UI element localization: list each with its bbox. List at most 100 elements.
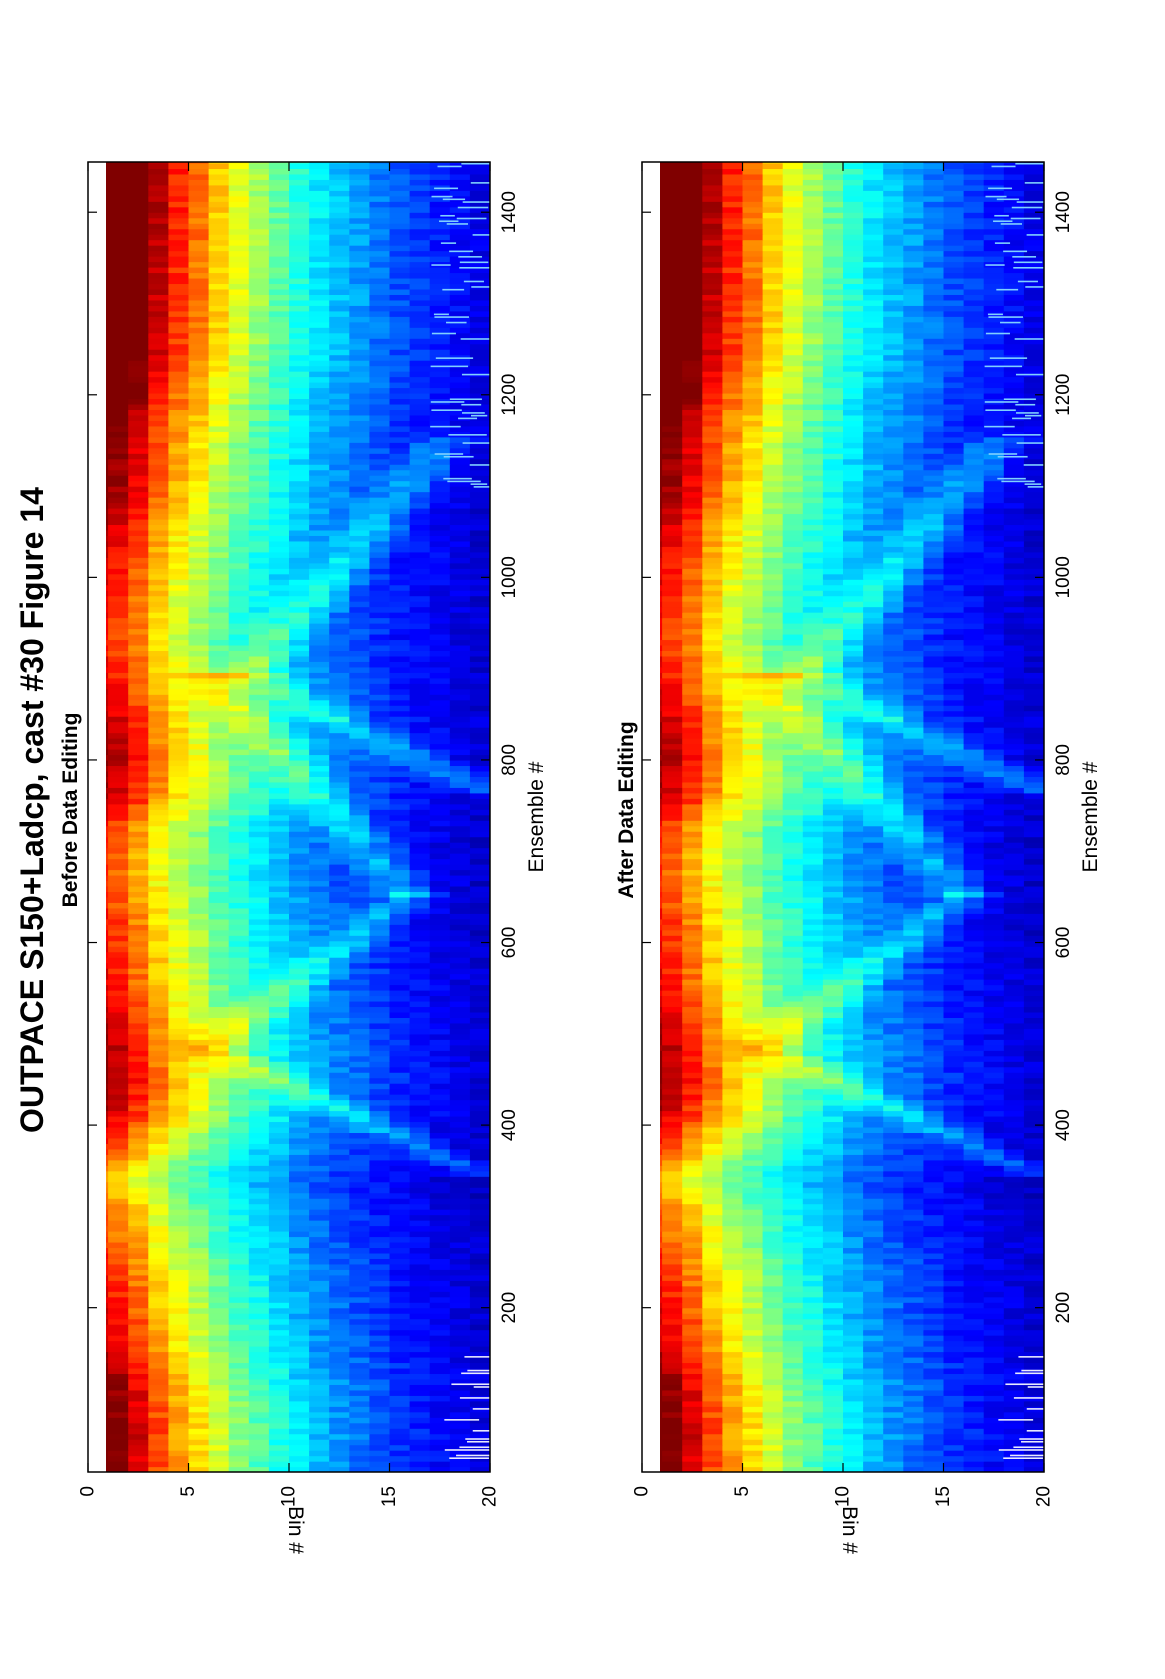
heatmap-cell — [329, 601, 350, 608]
heatmap-cell — [268, 1444, 290, 1451]
heatmap-cell — [106, 239, 109, 246]
heatmap-cell — [168, 562, 190, 569]
heatmap-cell — [208, 398, 230, 405]
heatmap-cell — [168, 266, 190, 274]
heatmap-cell — [228, 864, 250, 871]
heatmap-cell — [429, 1066, 451, 1073]
heatmap-cell — [309, 809, 330, 816]
heatmap-cell — [208, 907, 230, 914]
heatmap-cell — [309, 1132, 330, 1139]
heatmap-cell — [248, 770, 270, 777]
heatmap-cell — [329, 540, 350, 547]
heatmap-cell — [429, 929, 451, 936]
heatmap-cell — [228, 1439, 250, 1446]
heatmap-cell — [228, 1225, 250, 1232]
heatmap-cell — [248, 880, 270, 887]
heatmap-cell — [469, 787, 490, 794]
heatmap-cell — [208, 1154, 230, 1161]
heatmap-cell — [188, 606, 210, 613]
heatmap-cell — [228, 1263, 250, 1270]
heatmap-cell — [369, 1099, 391, 1106]
heatmap-cell — [268, 1280, 290, 1287]
heatmap-cell — [168, 787, 190, 794]
heatmap-cell — [268, 989, 290, 997]
heatmap-cell — [268, 617, 290, 624]
heatmap-cell — [248, 1011, 270, 1018]
heatmap-cell — [369, 1209, 391, 1216]
heatmap-cell — [148, 1099, 169, 1106]
heatmap-cell — [208, 168, 230, 175]
heatmap-cell — [108, 1395, 129, 1402]
heatmap-cell — [329, 1461, 350, 1468]
heatmap-cell — [309, 765, 330, 772]
heatmap-cell — [228, 1061, 250, 1068]
heatmap-cell — [248, 1072, 270, 1079]
heatmap-cell — [289, 349, 310, 356]
heatmap-cell — [469, 612, 490, 619]
heatmap-cell — [248, 1044, 270, 1051]
heatmap-cell — [349, 436, 370, 443]
heatmap-cell — [148, 699, 169, 706]
heatmap-cell — [208, 371, 230, 378]
heatmap-cell — [389, 683, 411, 690]
heatmap-cell — [106, 1039, 109, 1046]
heatmap-cell — [228, 1033, 250, 1040]
heatmap-cell — [369, 1044, 391, 1051]
heatmap-cell — [268, 677, 290, 684]
heatmap-cell — [289, 1088, 310, 1095]
heatmap-cell — [228, 354, 250, 361]
heatmap-cell — [309, 699, 330, 706]
heatmap-cell — [329, 551, 350, 558]
heatmap-cell — [309, 420, 330, 427]
heatmap-cell — [449, 672, 471, 679]
heatmap-cell — [469, 962, 490, 969]
heatmap-cell — [148, 1461, 169, 1468]
heatmap-cell — [228, 360, 250, 367]
heatmap-cell — [188, 1110, 210, 1117]
heatmap-cell — [268, 1066, 290, 1073]
heatmap-cell — [369, 803, 391, 810]
heatmap-cell — [409, 1280, 431, 1287]
heatmap-cell — [1023, 1466, 1044, 1472]
heatmap-cell — [148, 1247, 169, 1254]
heatmap-cell — [469, 628, 490, 635]
heatmap-cell — [208, 1137, 230, 1144]
heatmap-cell — [369, 573, 391, 580]
heatmap-cell — [128, 1247, 149, 1254]
heatmap-cell — [148, 973, 169, 980]
heatmap-cell — [409, 1115, 431, 1123]
heatmap-cell — [228, 1269, 250, 1276]
heatmap-cell — [389, 1181, 411, 1188]
heatmap-cell — [429, 869, 451, 876]
heatmap-cell — [228, 266, 250, 274]
bad-data-mark — [447, 480, 481, 483]
heatmap-cell — [389, 1083, 411, 1090]
heatmap-cell — [429, 288, 451, 295]
heatmap-cell — [289, 727, 310, 734]
heatmap-cell — [268, 540, 290, 547]
heatmap-cell — [148, 1039, 169, 1046]
heatmap-cell — [289, 1411, 310, 1418]
heatmap-cell — [208, 683, 230, 690]
heatmap-cell — [208, 299, 230, 306]
heatmap-cell — [449, 1378, 471, 1385]
heatmap-cell — [248, 294, 270, 301]
heatmap-cell — [268, 683, 290, 690]
bad-data-mark — [442, 198, 466, 201]
heatmap-cell — [349, 1209, 370, 1216]
heatmap-cell — [148, 924, 169, 931]
heatmap-cell — [329, 759, 350, 767]
heatmap-cell — [409, 579, 431, 586]
heatmap-cell — [329, 305, 350, 312]
heatmap-cell — [409, 759, 431, 767]
heatmap-cell — [188, 869, 210, 876]
heatmap-cell — [349, 239, 370, 246]
heatmap-cell — [108, 529, 129, 536]
heatmap-cell — [429, 1395, 451, 1402]
heatmap-cell — [449, 557, 471, 564]
heatmap-cell — [389, 924, 411, 931]
heatmap-cell — [389, 792, 411, 799]
heatmap-cell — [248, 414, 270, 421]
heatmap-cell — [106, 299, 109, 306]
heatmap-cell — [429, 1356, 451, 1364]
